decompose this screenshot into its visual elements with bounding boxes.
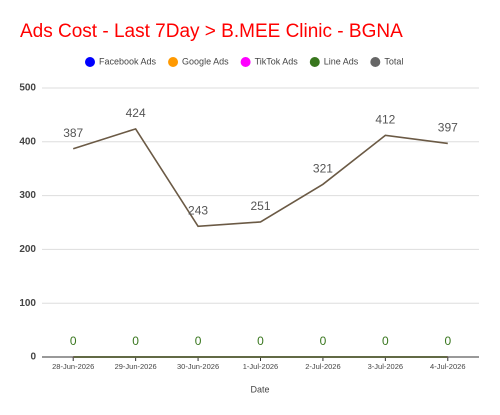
- legend-swatch: [309, 57, 320, 67]
- x-tick-label: 3-Jul-2026: [368, 362, 403, 371]
- data-label: 321: [313, 161, 333, 175]
- legend-swatch: [85, 57, 95, 67]
- data-label: 0: [257, 334, 264, 348]
- data-label: 412: [375, 113, 395, 127]
- x-axis-label: Date: [250, 384, 269, 394]
- legend-swatch: [240, 57, 251, 67]
- data-label: 0: [70, 334, 77, 348]
- legend: Facebook Ads Google Ads TikTok Ads Line Ads…: [85, 56, 403, 67]
- data-label: 243: [188, 203, 208, 217]
- legend-swatch: [168, 57, 179, 67]
- legend-label: Total: [384, 56, 403, 66]
- series-line: [72, 127, 448, 228]
- x-tick-label: 30-Jun-2026: [177, 362, 219, 371]
- data-label: 424: [126, 106, 146, 120]
- data-label: 387: [63, 126, 83, 140]
- y-tick-label: 400: [19, 136, 36, 147]
- data-label: 397: [438, 121, 458, 135]
- data-label: 251: [250, 199, 270, 213]
- data-label: 0: [195, 334, 202, 348]
- data-label: 0: [132, 334, 139, 348]
- x-tick-label: 28-Jun-2026: [52, 362, 94, 371]
- y-tick-label: 200: [19, 244, 36, 255]
- x-tick-label: 1-Jul-2026: [243, 362, 278, 371]
- y-tick-label: 0: [30, 352, 36, 363]
- y-tick-label: 500: [19, 83, 36, 94]
- x-tick-label: 4-Jul-2026: [430, 362, 465, 371]
- x-tick-label: 29-Jun-2026: [115, 362, 157, 371]
- data-label: 0: [382, 334, 389, 348]
- data-label: 0: [444, 334, 451, 348]
- chart-title: Ads Cost - Last 7Day > B.MEE Clinic - BG…: [20, 21, 403, 42]
- legend-label: TikTok Ads: [255, 56, 299, 66]
- data-label: 0: [320, 334, 327, 348]
- x-tick-label: 2-Jul-2026: [305, 362, 340, 371]
- legend-swatch: [370, 57, 381, 67]
- y-tick-label: 300: [19, 190, 36, 201]
- legend-label: Line Ads: [324, 56, 359, 66]
- y-tick-label: 100: [19, 298, 36, 309]
- legend-label: Facebook Ads: [99, 56, 157, 66]
- legend-label: Google Ads: [182, 56, 229, 66]
